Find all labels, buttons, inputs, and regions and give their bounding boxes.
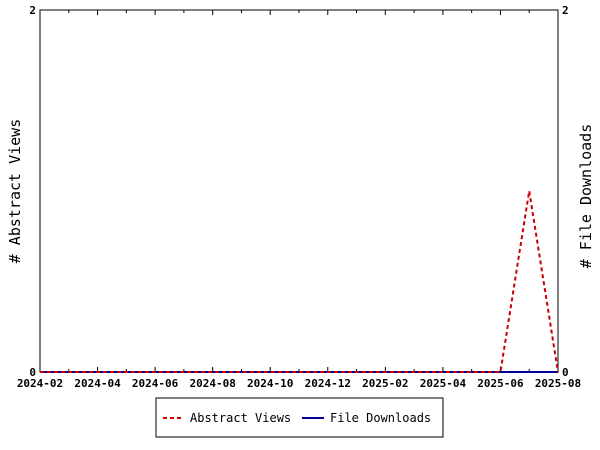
right-y-tick-label: 2 [562, 4, 569, 17]
series-lines [40, 190, 559, 373]
left-y-tick-label: 0 [29, 366, 36, 379]
x-axis-tick-labels: 2024-02 2024-04 2024-06 2024-08 2024-10 2024-… [17, 377, 581, 390]
x-tick-label: 2024-06 [132, 377, 179, 390]
x-tick-label: 2024-04 [74, 377, 121, 390]
x-tick-label: 2025-02 [362, 377, 408, 390]
x-tick-label: 2025-08 [535, 377, 581, 390]
legend-label-file-downloads: File Downloads [330, 411, 431, 425]
x-tick-label: 2024-10 [247, 377, 293, 390]
left-y-axis-tick-labels: 02 [29, 4, 36, 379]
right-y-axis-title: # File Downloads [577, 124, 595, 269]
x-tick-label: 2025-04 [420, 377, 467, 390]
x-tick-label: 2025-06 [477, 377, 524, 390]
legend-box [155, 397, 444, 438]
series-line-abstract-views [40, 190, 559, 373]
legend-label-abstract-views: Abstract Views [190, 411, 291, 425]
x-tick-label: 2024-12 [305, 377, 351, 390]
plot-area [39, 9, 559, 373]
x-tick-label: 2024-08 [189, 377, 235, 390]
left-y-tick-label: 2 [29, 4, 36, 17]
right-y-tick-label: 0 [562, 366, 569, 379]
legend: Abstract Views File Downloads [155, 397, 444, 438]
x-tick-label: 2024-02 [17, 377, 63, 390]
right-y-axis-tick-labels: 02 [562, 4, 569, 379]
x-axis-ticks [39, 10, 559, 372]
left-y-axis-title: # Abstract Views [6, 119, 24, 264]
